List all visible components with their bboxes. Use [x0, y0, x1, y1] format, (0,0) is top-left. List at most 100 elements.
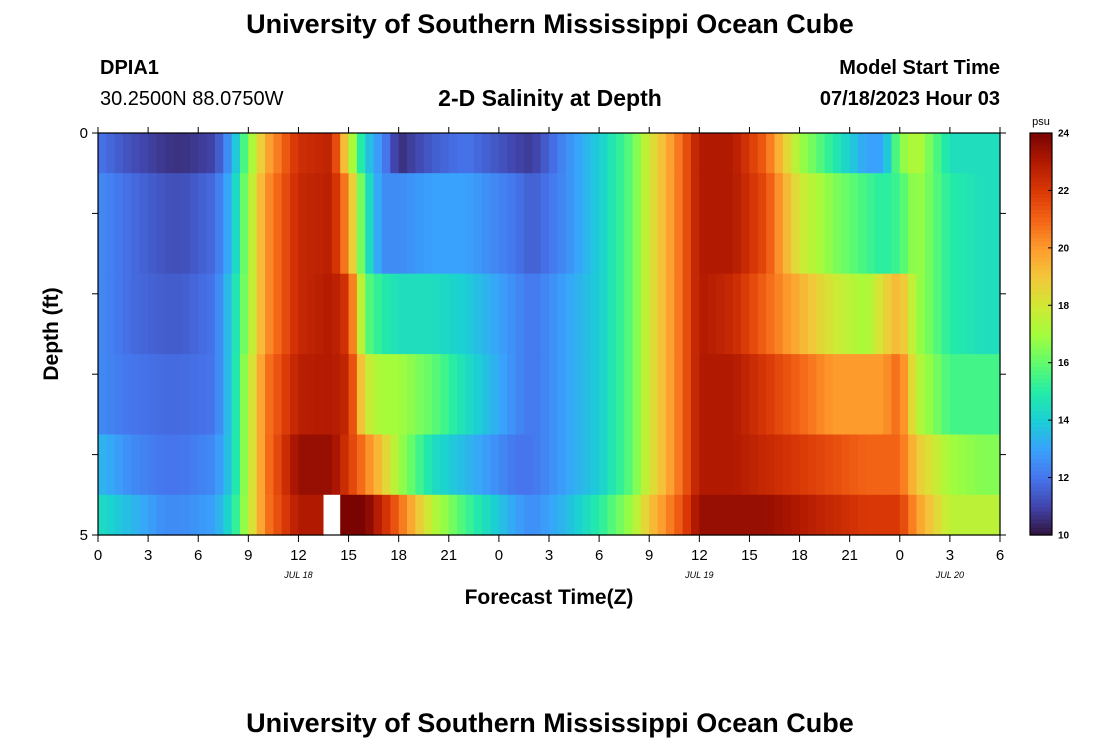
heatmap-cell [507, 434, 517, 496]
heatmap-cell [941, 173, 951, 275]
heatmap-cell [473, 354, 483, 436]
colorbar-segment [1030, 157, 1052, 162]
heatmap-cell [958, 133, 968, 174]
colorbar-segment [1030, 329, 1052, 335]
heatmap-cell [315, 434, 325, 496]
heatmap-cell [114, 434, 124, 496]
colorbar-segment [1030, 281, 1052, 287]
heatmap-cell [599, 494, 609, 536]
heatmap-cell [983, 434, 993, 496]
heatmap-cell [674, 133, 684, 174]
heatmap-cell [807, 133, 817, 174]
plot-title: 2-D Salinity at Depth [438, 85, 662, 111]
heatmap-cell [164, 173, 174, 275]
heatmap-cell [649, 434, 659, 496]
colorbar-segment [1030, 462, 1052, 468]
colorbar-segment [1030, 153, 1052, 158]
heatmap-cell [415, 354, 425, 436]
heatmap-cell [983, 354, 993, 436]
heatmap-cell [532, 354, 542, 436]
heatmap-cell [181, 494, 191, 536]
heatmap-cell [490, 273, 500, 355]
heatmap-cell [632, 434, 642, 496]
heatmap-cell [482, 273, 492, 355]
heatmap-cell [507, 273, 517, 355]
x-tick-label: 3 [946, 547, 954, 564]
heatmap-cell [298, 173, 308, 275]
x-tick-label: 0 [896, 547, 904, 564]
heatmap-cell [98, 354, 107, 436]
station-id: DPIA1 [100, 57, 159, 79]
heatmap-cell [440, 273, 450, 355]
colorbar-segment [1030, 241, 1052, 247]
heatmap-cell [281, 354, 291, 436]
heatmap-cell [423, 273, 433, 355]
heatmap-cell [123, 173, 133, 275]
heatmap-cell [908, 434, 918, 496]
colorbar-tick-label: 20 [1058, 243, 1070, 254]
heatmap-cell [607, 354, 617, 436]
heatmap-cell [816, 354, 826, 436]
heatmap-cell [791, 494, 801, 536]
colorbar-segment [1030, 474, 1052, 480]
heatmap-cell [916, 273, 926, 355]
heatmap-cell [966, 133, 976, 174]
heatmap-cell [858, 133, 867, 174]
colorbar-segment [1030, 261, 1052, 267]
heatmap-cell [983, 273, 993, 355]
heatmap-cell [916, 173, 926, 275]
heatmap-cell [239, 133, 249, 174]
heatmap-cell [214, 494, 224, 536]
heatmap-cell [214, 354, 224, 436]
heatmap-cell [381, 434, 391, 496]
heatmap-cell [816, 494, 826, 536]
colorbar-segment [1030, 442, 1052, 448]
heatmap-cell [699, 173, 709, 275]
heatmap-cell [640, 494, 650, 536]
heatmap-cell [849, 494, 859, 536]
heatmap-cell [941, 434, 951, 496]
heatmap-cell [298, 434, 308, 496]
heatmap-cell [381, 133, 391, 174]
page-title: University of Southern Mississippi Ocean… [246, 9, 854, 39]
heatmap-cell [381, 494, 391, 536]
heatmap-cell [724, 173, 734, 275]
heatmap-cell [373, 434, 383, 496]
heatmap-cell [599, 354, 609, 436]
heatmap-cell [557, 133, 567, 174]
heatmap-cell [716, 434, 725, 496]
heatmap-cell [858, 434, 867, 496]
heatmap-cell [874, 133, 884, 174]
heatmap-cell [498, 354, 508, 436]
x-tick-label: 0 [94, 547, 102, 564]
heatmap-cell [265, 273, 274, 355]
heatmap-cell [498, 133, 508, 174]
heatmap-cell [365, 273, 375, 355]
heatmap-cell [281, 173, 291, 275]
heatmap-cell [106, 354, 116, 436]
heatmap-cell [306, 434, 316, 496]
heatmap-cell [448, 273, 458, 355]
heatmap-cell [440, 434, 450, 496]
heatmap-cell [423, 494, 433, 536]
heatmap-cell [966, 173, 976, 275]
heatmap-cell [640, 273, 650, 355]
heatmap-cell [741, 133, 751, 174]
heatmap-cell [874, 494, 884, 536]
heatmap-cell [356, 354, 366, 436]
colorbar-segment [1030, 213, 1052, 219]
heatmap-cell [173, 354, 183, 436]
heatmap-cell [699, 354, 709, 436]
heatmap-cell [766, 133, 776, 174]
heatmap-cell [432, 173, 442, 275]
heatmap-cell [565, 173, 575, 275]
heatmap-cell [874, 173, 884, 275]
heatmap-cell [657, 173, 667, 275]
colorbar-segment [1030, 382, 1052, 387]
heatmap-cell [239, 354, 249, 436]
colorbar-segment [1030, 394, 1052, 399]
heatmap-cell [265, 434, 274, 496]
heatmap-cell [916, 494, 926, 536]
heatmap-cell [223, 354, 233, 436]
colorbar-segment [1030, 418, 1052, 424]
